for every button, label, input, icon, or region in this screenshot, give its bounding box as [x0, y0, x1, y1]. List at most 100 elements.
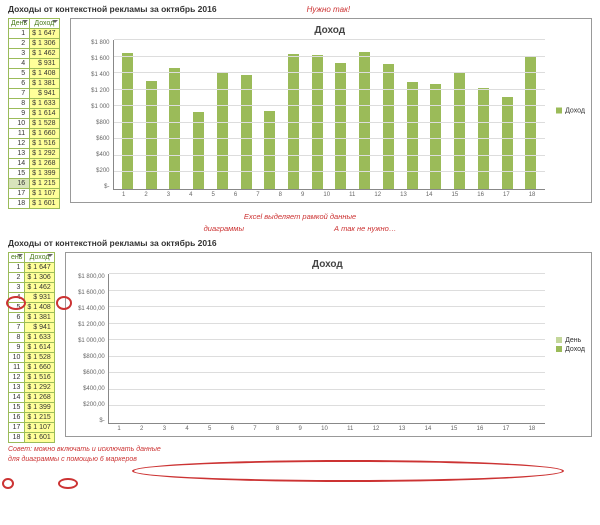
table-row[interactable]: 12$ 1 516	[9, 139, 60, 149]
legend-item-a: День	[556, 337, 585, 344]
table-row[interactable]: 3$ 1 462	[9, 49, 60, 59]
cell-value: $ 1 516	[25, 373, 54, 383]
x-tick-label: 4	[189, 192, 192, 198]
cell-day: 2	[9, 273, 25, 283]
chart-bottom[interactable]: Доход $-$200,00$400,00$600,00$800,00$1 0…	[65, 252, 592, 437]
x-tick-label: 15	[451, 426, 458, 432]
table-row[interactable]: 4$ 931	[9, 59, 60, 69]
col-header-income[interactable]: Доход	[30, 19, 59, 29]
dropdown-icon[interactable]	[52, 20, 58, 23]
table-row[interactable]: 1$ 1 647	[9, 263, 55, 273]
table-row[interactable]: 11$ 1 660	[9, 363, 55, 373]
table-row[interactable]: 9$ 1 614	[9, 343, 55, 353]
table-row[interactable]: 2$ 1 306	[9, 273, 55, 283]
x-tick-label: 9	[301, 192, 304, 198]
y-tick-label: $800	[75, 120, 110, 126]
dropdown-icon[interactable]	[47, 254, 53, 257]
section-title: Доходы от контекстной рекламы за октябрь…	[8, 238, 592, 248]
table-row[interactable]: 10$ 1 528	[9, 119, 60, 129]
cell-day: 11	[9, 363, 25, 373]
cell-value: $ 941	[30, 89, 59, 99]
table-row[interactable]: 17$ 1 107	[9, 189, 60, 199]
y-tick-label: $200,00	[70, 402, 105, 408]
x-tick-label: 1	[117, 426, 120, 432]
bar[interactable]	[335, 63, 346, 189]
x-tick-label: 10	[323, 192, 330, 198]
footer-tip-1: Совет: можно включать и исключать данные	[8, 446, 600, 453]
bar[interactable]	[383, 64, 394, 189]
chart-top[interactable]: Доход $-$200$400$600$800$1 000$1 200$1 4…	[70, 18, 592, 203]
gridline	[109, 306, 545, 307]
table-row[interactable]: 15$ 1 399	[9, 403, 55, 413]
table-row[interactable]: 13$ 1 292	[9, 149, 60, 159]
table-row[interactable]: 15$ 1 399	[9, 169, 60, 179]
x-tick-label: 3	[163, 426, 166, 432]
table-row[interactable]: 16$ 1 215	[9, 413, 55, 423]
cell-value: $ 941	[25, 323, 54, 333]
table-row[interactable]: 1$ 1 647	[9, 29, 60, 39]
table-row[interactable]: 14$ 1 268	[9, 159, 60, 169]
table-row[interactable]: 13$ 1 292	[9, 383, 55, 393]
gridline	[114, 155, 545, 156]
cell-day: 15	[9, 169, 30, 179]
gridline	[114, 105, 545, 106]
chart-title: Доход	[70, 259, 585, 270]
table-row[interactable]: 4$ 931	[9, 293, 55, 303]
table-row[interactable]: 3$ 1 462	[9, 283, 55, 293]
data-table-top[interactable]: ДеньДоход1$ 1 6472$ 1 3063$ 1 4624$ 9315…	[8, 18, 60, 209]
dropdown-icon[interactable]	[17, 254, 23, 257]
x-tick-label: 18	[529, 192, 536, 198]
x-tick-label: 16	[477, 426, 484, 432]
data-table-bottom[interactable]: еньДоход1$ 1 6472$ 1 3063$ 1 4624$ 9315$…	[8, 252, 55, 443]
bar[interactable]	[407, 82, 418, 189]
table-row[interactable]: 5$ 1 408	[9, 69, 60, 79]
table-row[interactable]: 8$ 1 633	[9, 333, 55, 343]
table-row[interactable]: 7$ 941	[9, 323, 55, 333]
table-row[interactable]: 14$ 1 268	[9, 393, 55, 403]
table-row[interactable]: 6$ 1 381	[9, 79, 60, 89]
table-row[interactable]: 8$ 1 633	[9, 99, 60, 109]
col-header-income[interactable]: Доход	[25, 253, 54, 263]
table-row[interactable]: 17$ 1 107	[9, 423, 55, 433]
cell-value: $ 1 528	[25, 353, 54, 363]
x-tick-label: 7	[256, 192, 259, 198]
x-tick-label: 8	[276, 426, 279, 432]
table-row[interactable]: 18$ 1 601	[9, 433, 55, 443]
table-row[interactable]: 7$ 941	[9, 89, 60, 99]
table-row[interactable]: 6$ 1 381	[9, 313, 55, 323]
y-tick-label: $1 000,00	[70, 338, 105, 344]
table-row[interactable]: 9$ 1 614	[9, 109, 60, 119]
x-tick-label: 5	[208, 426, 211, 432]
cell-value: $ 1 399	[30, 169, 59, 179]
table-row[interactable]: 16$ 1 215	[9, 179, 60, 189]
bar[interactable]	[264, 111, 275, 189]
y-tick-label: $1 200,00	[70, 322, 105, 328]
cell-value: $ 1 268	[25, 393, 54, 403]
bar[interactable]	[146, 81, 157, 189]
table-row[interactable]: 12$ 1 516	[9, 373, 55, 383]
cell-day: 10	[9, 119, 30, 129]
bar[interactable]	[430, 84, 441, 189]
table-row[interactable]: 11$ 1 660	[9, 129, 60, 139]
bottom-section: Доходы от контекстной рекламы за октябрь…	[0, 234, 600, 443]
table-row[interactable]: 18$ 1 601	[9, 199, 60, 209]
legend-label: Доход	[565, 346, 585, 353]
table-row[interactable]: 10$ 1 528	[9, 353, 55, 363]
legend-swatch	[556, 346, 562, 352]
bar[interactable]	[502, 97, 513, 189]
cell-value: $ 1 633	[25, 333, 54, 343]
x-tick-label: 13	[400, 192, 407, 198]
cell-value: $ 1 215	[25, 413, 54, 423]
cell-day: 15	[9, 403, 25, 413]
table-row[interactable]: 5$ 1 408	[9, 303, 55, 313]
cell-day: 9	[9, 109, 30, 119]
col-header-day[interactable]: День	[9, 19, 30, 29]
x-tick-label: 5	[212, 192, 215, 198]
mid-note-1: Excel выделяет рамкой данные	[0, 212, 600, 221]
bar[interactable]	[193, 112, 204, 189]
cell-value: $ 1 381	[30, 79, 59, 89]
table-row[interactable]: 2$ 1 306	[9, 39, 60, 49]
dropdown-icon[interactable]	[22, 20, 28, 23]
cell-day: 12	[9, 139, 30, 149]
col-header-day[interactable]: ень	[9, 253, 25, 263]
